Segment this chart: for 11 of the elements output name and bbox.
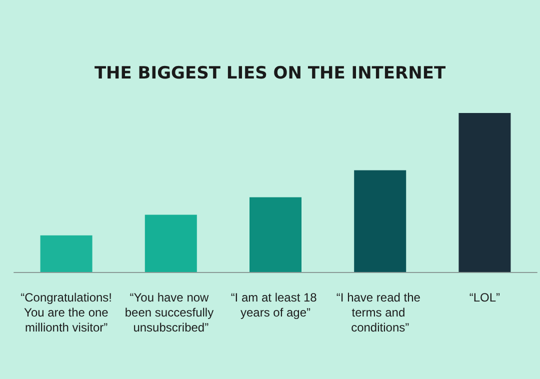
x-tick-label: “You have now been succesfully unsubscribed” — [124, 290, 217, 334]
bar — [144, 214, 197, 272]
x-tick-label: “LOL” — [469, 290, 500, 304]
bar — [250, 197, 302, 272]
x-tick-label: “I have read the terms and conditions” — [336, 290, 424, 334]
bar — [354, 170, 406, 272]
x-tick-label: “I am at least 18 years of age” — [230, 290, 320, 320]
x-tick-label: “Congratulations! You are the one millionth visitor” — [20, 290, 112, 334]
chart-title: THE BIGGEST LIES ON THE INTERNET — [94, 64, 446, 84]
bar — [458, 113, 511, 272]
bar — [40, 235, 92, 272]
